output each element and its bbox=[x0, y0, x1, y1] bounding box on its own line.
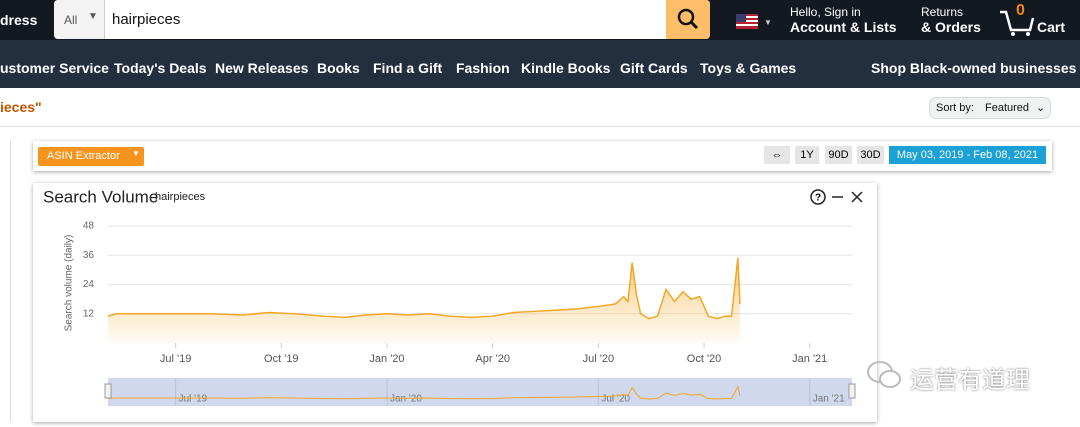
account[interactable]: Account & Lists bbox=[790, 19, 897, 35]
chart-title: Search Volume bbox=[43, 187, 158, 206]
category: All bbox=[64, 13, 78, 27]
navigator-tick-label: Jul '19 bbox=[179, 394, 208, 405]
menu-item[interactable]: New Releases bbox=[215, 60, 309, 76]
header: dress All ▼ hairpieces ▼ Hello, Sign in … bbox=[0, 0, 1080, 40]
menu-item[interactable]: Toys & Games bbox=[700, 60, 797, 76]
results-bar: ieces" Sort by: Featured ⌄ bbox=[0, 88, 1080, 127]
x-tick-label: Apr '20 bbox=[475, 353, 510, 365]
x-tick-label: Oct '20 bbox=[687, 353, 722, 365]
address[interactable]: dress bbox=[0, 12, 38, 28]
navigator-handle[interactable] bbox=[104, 383, 112, 399]
menu-item[interactable]: Gift Cards bbox=[620, 60, 688, 76]
menu-item[interactable]: Books bbox=[317, 60, 360, 76]
svg-text:▼: ▼ bbox=[764, 18, 772, 27]
x-tick-label: Jul '19 bbox=[160, 353, 191, 365]
navigator-tick-label: Jan '20 bbox=[390, 394, 422, 405]
cart-icon[interactable] bbox=[998, 6, 1038, 36]
navigator-tick-label: Jul '20 bbox=[601, 394, 630, 405]
navigator[interactable] bbox=[108, 378, 852, 406]
chart-subtitle: hairpieces bbox=[155, 191, 206, 203]
cart-count: 0 bbox=[1016, 2, 1025, 19]
menu-item[interactable]: Kindle Books bbox=[521, 60, 611, 76]
search-button[interactable] bbox=[666, 0, 710, 39]
area bbox=[108, 257, 740, 343]
menu-item[interactable]: Today's Deals bbox=[114, 60, 207, 76]
x-tick-label: Jul '20 bbox=[583, 353, 614, 365]
toolbar: ASIN Extractor ▼ ⇔ 1Y 90D 30D May 03, 201… bbox=[33, 141, 1052, 171]
menu-bar: ustomer Service Today's Deals New Releas… bbox=[0, 40, 1080, 88]
range-button[interactable]: 1Y bbox=[795, 146, 819, 164]
navigator-tick-label: Jan '21 bbox=[813, 394, 845, 405]
menu-item[interactable]: Find a Gift bbox=[373, 60, 443, 76]
svg-text:?: ? bbox=[815, 193, 821, 204]
flag[interactable]: ▼ bbox=[736, 14, 772, 30]
wechat-icon bbox=[867, 361, 901, 388]
x-tick-label: Oct '19 bbox=[264, 353, 299, 365]
y-tick-label: 12 bbox=[83, 308, 95, 319]
orders[interactable]: & Orders bbox=[921, 19, 981, 35]
results-query: ieces" bbox=[0, 99, 42, 115]
y-tick-label: 36 bbox=[83, 250, 95, 261]
menu-item[interactable]: Fashion bbox=[456, 60, 510, 76]
range-button[interactable]: 90D bbox=[825, 146, 852, 164]
extractor-label: ASIN Extractor bbox=[47, 150, 120, 162]
navigator-handle[interactable] bbox=[848, 383, 856, 399]
y-axis-label: Search volume (daily) bbox=[64, 235, 75, 332]
watermark: 运营有道理 bbox=[910, 366, 1030, 394]
search-box[interactable]: All ▼ hairpieces bbox=[54, 0, 710, 39]
asin-extractor[interactable]: ASIN Extractor ▼ bbox=[38, 147, 144, 166]
menu-item[interactable]: Shop Black-owned businesses bbox=[871, 60, 1077, 76]
sort-select[interactable]: Sort by: Featured ⌄ bbox=[929, 97, 1051, 119]
navigator-line bbox=[107, 385, 741, 400]
chart: Search Volume hairpieces ? Search volume… bbox=[43, 187, 863, 406]
x-tick-label: Jan '21 bbox=[792, 353, 827, 365]
line bbox=[107, 257, 741, 320]
date-range[interactable]: May 03, 2019 - Feb 08, 2021 bbox=[889, 146, 1046, 164]
search-query: hairpieces bbox=[112, 11, 181, 28]
sort-label: Sort by: bbox=[936, 102, 974, 114]
sort-value: Featured bbox=[985, 102, 1030, 114]
x-tick-label: Jan '20 bbox=[369, 353, 404, 365]
greeting: Hello, Sign in bbox=[790, 5, 861, 19]
menu-item[interactable]: ustomer Service bbox=[0, 60, 109, 76]
cart[interactable]: Cart bbox=[1037, 19, 1066, 35]
chart-panel: Search Volume hairpieces ? Search volume… bbox=[33, 183, 877, 422]
range-button[interactable]: 30D bbox=[857, 146, 884, 164]
panel-controls[interactable]: ? bbox=[810, 189, 863, 205]
range-button[interactable]: ⇔ bbox=[764, 146, 790, 164]
category-select[interactable]: All ▼ bbox=[54, 0, 105, 39]
y-tick-label: 24 bbox=[83, 279, 95, 290]
returns: Returns bbox=[921, 5, 964, 19]
y-tick-label: 48 bbox=[83, 221, 95, 232]
